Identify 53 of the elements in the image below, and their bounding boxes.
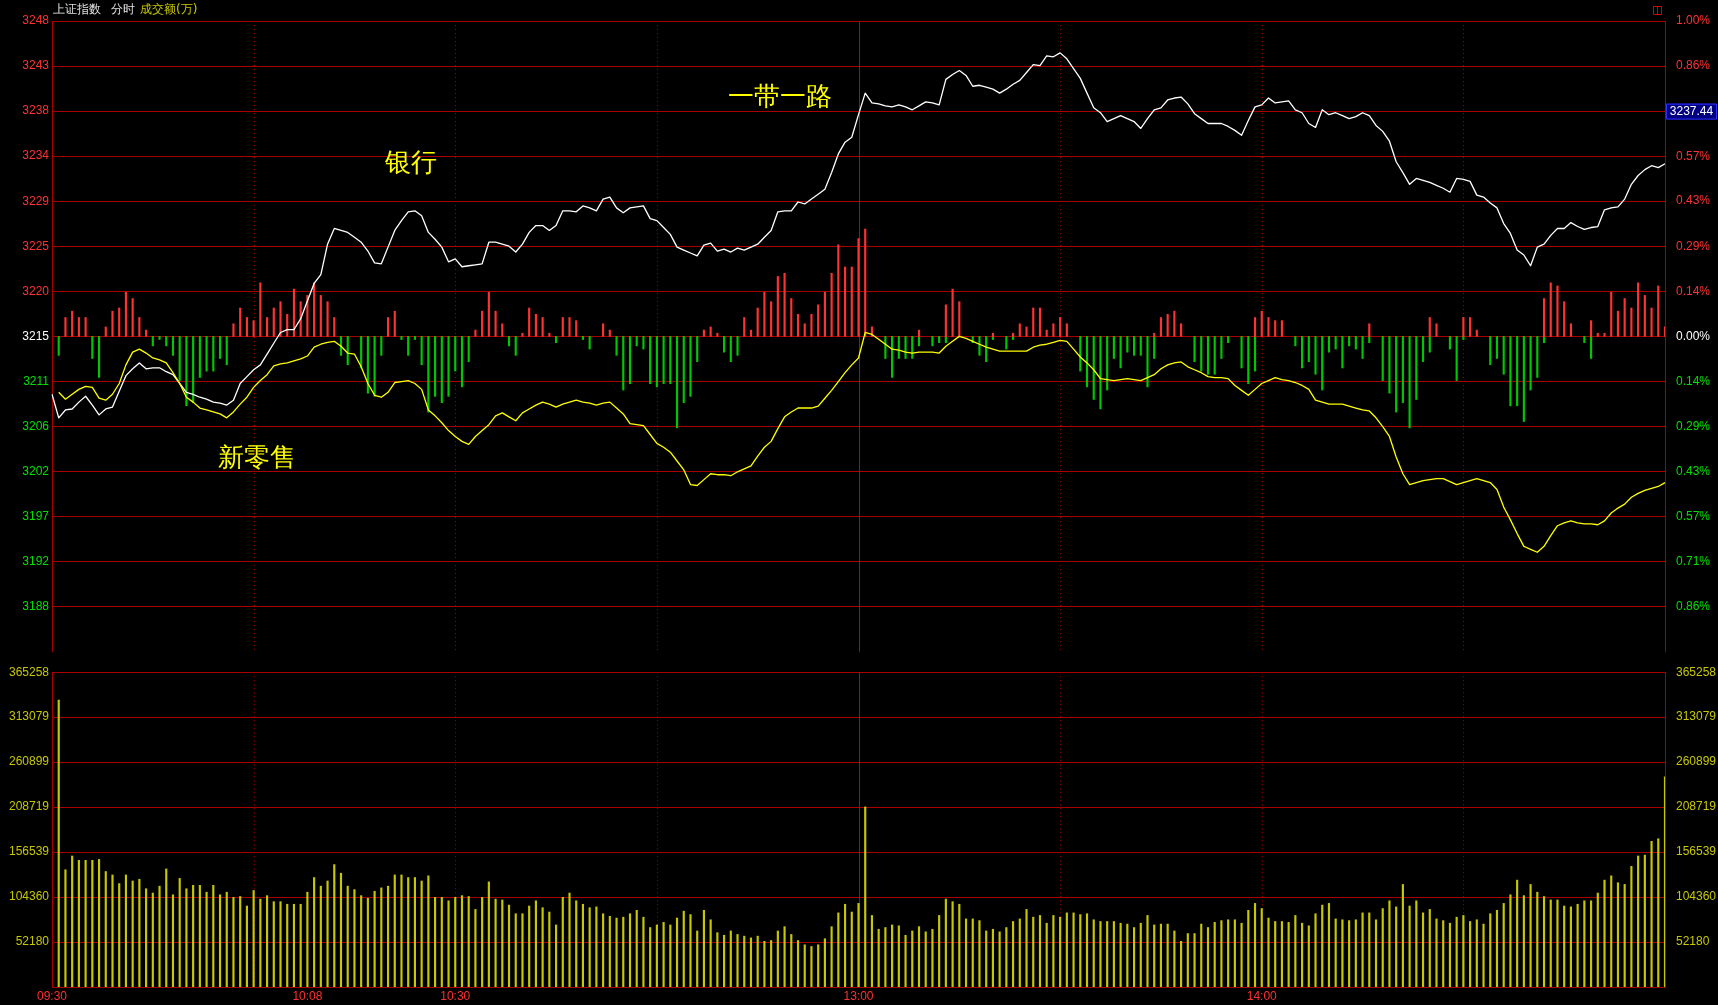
y2-tick-label: 0.57% (1676, 148, 1711, 163)
y2-tick-label: 0.29% (1676, 238, 1711, 253)
y-tick-label: 208719 (8, 799, 50, 814)
y2-tick-label: 0.00% (1676, 328, 1711, 343)
y-tick-label: 3197 (22, 508, 50, 523)
y-tick-label: 3220 (22, 283, 50, 298)
y-tick-label: 3225 (22, 238, 50, 253)
chart-title: 上证指数 (53, 2, 101, 16)
y-tick-label: 3211 (23, 373, 50, 388)
y2-tick-label: 104360 (1676, 889, 1717, 904)
x-tick-label: 13:00 (843, 988, 874, 1003)
x-tick-label: 10:30 (440, 988, 471, 1003)
x-tick-label: 10:08 (292, 988, 323, 1003)
x-tick-label: 14:00 (1246, 988, 1278, 1003)
y2-tick-label: 260899 (1676, 754, 1717, 769)
y-tick-label: 3248 (22, 13, 50, 28)
chart-subtitle: 分时 (111, 2, 135, 16)
y-tick-label: 3188 (22, 599, 50, 614)
y-tick-label: 365258 (8, 664, 50, 679)
y2-tick-label: 208719 (1676, 799, 1717, 814)
y-tick-label: 3215 (22, 328, 50, 343)
y-tick-label: 104360 (8, 889, 50, 904)
y-tick-label: 52180 (15, 934, 50, 949)
y2-tick-label: 0.29% (1676, 418, 1711, 433)
y2-tick-label: 365258 (1676, 664, 1717, 679)
x-tick-label: 09:30 (36, 988, 68, 1003)
y2-tick-label: 0.43% (1676, 464, 1711, 479)
y-tick-label: 313079 (8, 709, 50, 724)
y-tick-label: 3192 (22, 554, 50, 569)
y-tick-label: 3229 (22, 193, 50, 208)
annotation: 一带一路 (727, 81, 832, 111)
y2-tick-label: 0.86% (1676, 599, 1711, 614)
y2-tick-label: 1.00% (1676, 13, 1711, 28)
annotation: 新零售 (218, 442, 297, 472)
text: 3237.44 (1669, 103, 1714, 118)
y2-tick-label: 0.14% (1676, 373, 1711, 388)
y2-tick-label: 52180 (1676, 934, 1710, 949)
y-tick-label: 3243 (22, 58, 50, 73)
y-tick-label: 3238 (22, 103, 50, 118)
y2-tick-label: 0.57% (1676, 508, 1711, 523)
y2-tick-label: 0.43% (1676, 193, 1711, 208)
y2-tick-label: 156539 (1676, 844, 1717, 859)
y2-tick-label: 0.71% (1676, 553, 1711, 568)
y-tick-label: 260899 (8, 754, 50, 769)
y-tick-label: 156539 (8, 844, 50, 859)
text: 成交额(万) (140, 2, 198, 17)
y2-tick-label: 0.86% (1676, 58, 1711, 73)
y-tick-label: 3234 (22, 148, 50, 163)
annotation: 银行 (384, 148, 438, 178)
y-tick-label: 3202 (22, 463, 50, 478)
y-tick-label: 3206 (22, 418, 50, 433)
y2-tick-label: 313079 (1676, 709, 1717, 724)
y2-tick-label: 0.14% (1676, 283, 1711, 298)
